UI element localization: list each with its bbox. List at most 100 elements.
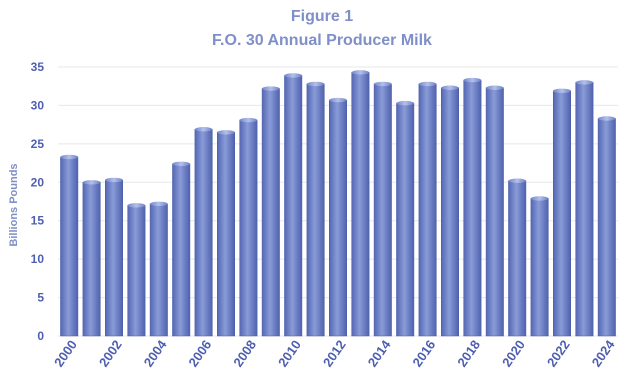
- bar-2008: [239, 117, 258, 337]
- bar-2024: [597, 116, 616, 337]
- y-tick-label: 5: [37, 291, 44, 305]
- bar-cap: [172, 161, 190, 167]
- y-tick-label: 25: [31, 137, 45, 151]
- bar: [82, 182, 101, 337]
- bar: [172, 163, 191, 337]
- y-tick-label: 0: [37, 329, 44, 343]
- bar: [239, 119, 258, 337]
- bar-2009: [261, 86, 280, 337]
- bar-cap: [598, 116, 616, 121]
- bar-cap: [239, 117, 258, 123]
- bar-2014: [373, 81, 392, 337]
- bar-2013: [351, 70, 370, 337]
- bar: [418, 83, 437, 337]
- y-axis-ticks: 0 5 10 15 20 25 30 35: [31, 60, 45, 343]
- bar-2002: [105, 177, 123, 337]
- bar: [508, 180, 527, 337]
- bar-2015: [396, 100, 415, 337]
- bar-cap: [82, 180, 101, 185]
- x-tick-label: 2020: [499, 337, 528, 369]
- bar: [396, 102, 415, 337]
- bar-cap: [441, 85, 459, 90]
- bar-2019: [485, 85, 504, 337]
- bar-2006: [194, 127, 213, 337]
- y-tick-label: 20: [31, 175, 45, 189]
- bar-cap: [127, 203, 146, 208]
- bar-2016: [418, 81, 437, 337]
- bar-2004: [149, 201, 168, 337]
- bar-cap: [194, 127, 213, 132]
- bar: [127, 205, 146, 337]
- bar-2000: [60, 154, 79, 337]
- y-tick-label: 15: [31, 214, 45, 228]
- bar-cap: [105, 177, 123, 183]
- x-tick-label: 2012: [320, 337, 349, 369]
- bar: [60, 156, 79, 337]
- bar-cap: [374, 81, 392, 87]
- bar-2021: [530, 196, 549, 337]
- bar-cap: [486, 85, 504, 90]
- bar-cap: [553, 88, 571, 94]
- bar: [597, 118, 616, 337]
- chart-title: Figure 1: [291, 8, 353, 25]
- y-tick-label: 30: [31, 98, 45, 112]
- bar-cap: [351, 70, 370, 75]
- x-tick-label: 2022: [544, 337, 573, 369]
- bar-cap: [150, 201, 168, 207]
- x-tick-label: 2018: [454, 337, 483, 369]
- bar: [261, 88, 280, 337]
- bar: [105, 179, 123, 337]
- bar-2005: [172, 161, 191, 337]
- bars: [60, 70, 616, 337]
- y-tick-label: 10: [31, 252, 45, 266]
- bar-cap: [306, 81, 325, 87]
- bar: [441, 87, 459, 337]
- x-tick-label: 2002: [96, 337, 125, 369]
- x-tick-label: 2016: [409, 337, 438, 369]
- x-tick-label: 2006: [185, 337, 214, 369]
- bar-cap: [463, 77, 482, 83]
- bar-cap: [262, 86, 280, 91]
- bar: [530, 198, 549, 337]
- bar-2022: [553, 88, 571, 337]
- x-tick-label: 2004: [141, 337, 170, 370]
- bar: [575, 82, 594, 337]
- bar-cap: [60, 154, 78, 160]
- x-tick-label: 2010: [275, 337, 304, 369]
- bar-cap: [396, 100, 414, 106]
- bar-cap: [284, 73, 302, 78]
- bar: [553, 90, 571, 337]
- x-tick-label: 2014: [365, 337, 394, 370]
- y-tick-label: 35: [31, 60, 45, 74]
- bar-2010: [284, 73, 303, 337]
- bar: [149, 203, 168, 337]
- bar: [329, 99, 347, 337]
- bar-2003: [127, 203, 146, 337]
- bar: [217, 132, 235, 337]
- bar: [351, 72, 370, 337]
- bar-cap: [418, 81, 437, 87]
- x-tick-label: 2008: [230, 337, 259, 369]
- bar-2001: [82, 180, 101, 337]
- bar: [485, 87, 504, 337]
- bar-2018: [463, 77, 482, 337]
- y-axis-label: Billions Pounds: [8, 163, 20, 246]
- bar-2012: [329, 97, 347, 337]
- chart-subtitle: F.O. 30 Annual Producer Milk: [212, 32, 432, 49]
- bar-cap: [508, 178, 526, 183]
- x-axis-ticks: 2000 2002 2004 2006 2008 2010 2012 2014 2016 2018…: [51, 337, 618, 370]
- bar: [284, 75, 303, 337]
- bar-2020: [508, 178, 527, 337]
- bar-cap: [530, 196, 549, 201]
- bar: [463, 79, 482, 337]
- x-tick-label: 2024: [589, 337, 618, 370]
- bar: [373, 83, 392, 337]
- bar-cap: [575, 80, 594, 85]
- bar-cap: [329, 97, 347, 103]
- bar-2007: [217, 130, 235, 337]
- bar-2023: [575, 80, 594, 337]
- bar: [194, 129, 213, 337]
- bar-2017: [441, 85, 459, 337]
